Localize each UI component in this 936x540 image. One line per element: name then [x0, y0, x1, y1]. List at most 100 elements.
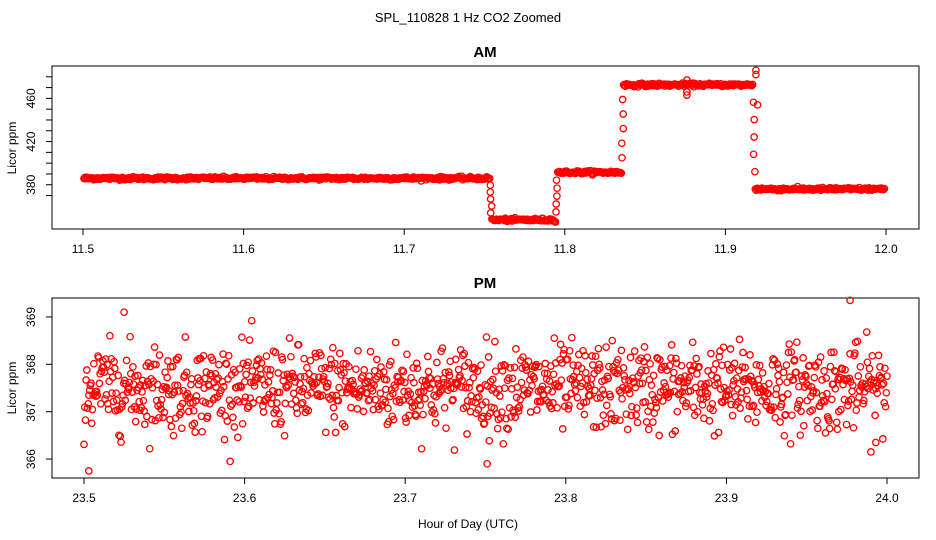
pm-data-point: [372, 355, 381, 364]
pm-data-point: [402, 418, 411, 426]
pm-data-point: [477, 361, 485, 369]
pm-data-point: [330, 413, 339, 421]
pm-data-point: [328, 343, 337, 352]
pm-data-point: [154, 413, 163, 422]
am-data-point: [618, 153, 626, 162]
pm-data-point: [773, 360, 782, 368]
am-data-point: [880, 184, 889, 193]
pm-data-point: [808, 406, 817, 414]
pm-data-point: [643, 353, 652, 362]
pm-data-point: [184, 394, 192, 403]
pm-data-point: [782, 361, 791, 369]
pm-data-point: [685, 373, 694, 382]
pm-data-point: [627, 411, 636, 420]
pm-data-point: [709, 406, 717, 415]
pm-data-point: [382, 375, 391, 384]
pm-data-point: [556, 340, 565, 349]
pm-data-point: [736, 404, 745, 412]
pm-data-point: [841, 365, 849, 374]
pm-data-point: [553, 403, 561, 412]
pm-data-point: [463, 430, 471, 438]
pm-data-point: [689, 403, 698, 412]
pm-data-point: [157, 395, 166, 404]
pm-data-point: [852, 406, 861, 415]
pm-x-tick-label: 24.0: [875, 491, 899, 505]
pm-data-point: [106, 331, 114, 340]
pm-data-point: [851, 349, 859, 358]
pm-data-point: [583, 375, 592, 384]
pm-data-point: [488, 375, 497, 384]
pm-data-point: [652, 403, 661, 412]
pm-data-point: [412, 359, 421, 368]
pm-data-point: [632, 404, 641, 412]
am-plot-frame: [51, 65, 920, 230]
pm-data-point: [194, 380, 203, 389]
am-data-point: [752, 66, 760, 75]
pm-data-point: [863, 358, 872, 367]
pm-data-point: [658, 397, 667, 405]
pm-data-point: [832, 418, 841, 427]
pm-data-point: [771, 413, 780, 422]
pm-data-point: [825, 416, 833, 425]
pm-data-point: [537, 397, 545, 406]
pm-data-point: [632, 411, 640, 419]
pm-y-tick-label: 368: [24, 354, 38, 374]
pm-data-point: [493, 424, 502, 433]
pm-y-tick-label: 369: [24, 307, 38, 327]
pm-data-point: [549, 370, 558, 379]
pm-data-point: [646, 359, 654, 368]
pm-data-point: [647, 381, 656, 390]
pm-data-point: [842, 420, 851, 429]
pm-data-point: [108, 389, 116, 397]
pm-data-point: [594, 344, 603, 353]
pm-data-point: [691, 383, 700, 392]
pm-data-point: [665, 361, 674, 370]
pm-data-point: [226, 457, 234, 466]
pm-data-point: [726, 345, 735, 353]
am-y-axis-label: Licor ppm: [5, 122, 19, 175]
pm-data-point: [287, 352, 295, 361]
pm-data-point: [232, 383, 241, 392]
pm-data-point: [846, 296, 854, 305]
pm-data-point: [661, 382, 670, 391]
pm-data-point: [469, 373, 478, 382]
am-points: [80, 66, 889, 226]
pm-data-point: [243, 404, 252, 413]
pm-data-point: [853, 337, 862, 346]
am-data-point: [619, 124, 628, 133]
pm-data-point: [746, 351, 754, 359]
pm-data-point: [159, 413, 167, 422]
pm-data-point: [589, 423, 598, 431]
pm-y-tick-label: 366: [24, 449, 38, 469]
pm-data-point: [550, 334, 559, 342]
pm-data-point: [794, 400, 803, 409]
pm-data-point: [610, 416, 619, 425]
pm-data-point: [410, 401, 419, 410]
pm-data-point: [363, 377, 372, 386]
pm-data-point: [445, 371, 454, 380]
pm-data-point: [485, 436, 494, 445]
pm-data-point: [428, 380, 437, 388]
am-data-point: [487, 202, 496, 210]
pm-data-point: [235, 397, 243, 406]
pm-data-point: [93, 391, 102, 400]
pm-data-point: [635, 356, 643, 365]
am-data-point: [486, 188, 495, 196]
pm-data-point: [306, 356, 315, 365]
pm-x-tick-label: 23.6: [233, 491, 257, 505]
pm-data-point: [375, 370, 384, 378]
pm-data-point: [171, 381, 179, 390]
pm-data-point: [789, 375, 798, 384]
pm-data-point: [215, 360, 223, 369]
pm-data-point: [599, 411, 608, 420]
pm-data-point: [296, 373, 305, 381]
pm-data-point: [84, 467, 93, 475]
pm-data-point: [745, 402, 754, 411]
pm-data-point: [329, 403, 338, 412]
am-data-point: [683, 91, 691, 99]
am-data-point: [748, 80, 757, 89]
pm-data-point: [718, 361, 726, 370]
pm-panel: PM 23.5 23.6 23.7 23.8 23.9 24.0 366 367 368 369…: [5, 275, 920, 505]
pm-data-point: [681, 402, 690, 411]
